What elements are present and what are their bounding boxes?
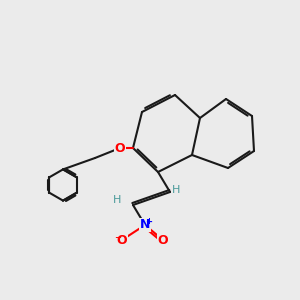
Text: +: + xyxy=(146,217,152,226)
Text: −: − xyxy=(114,233,121,242)
Text: O: O xyxy=(117,233,127,247)
Text: H: H xyxy=(113,195,121,205)
Text: N: N xyxy=(140,218,150,232)
Text: O: O xyxy=(158,233,168,247)
Text: O: O xyxy=(115,142,125,154)
Text: H: H xyxy=(172,185,180,195)
